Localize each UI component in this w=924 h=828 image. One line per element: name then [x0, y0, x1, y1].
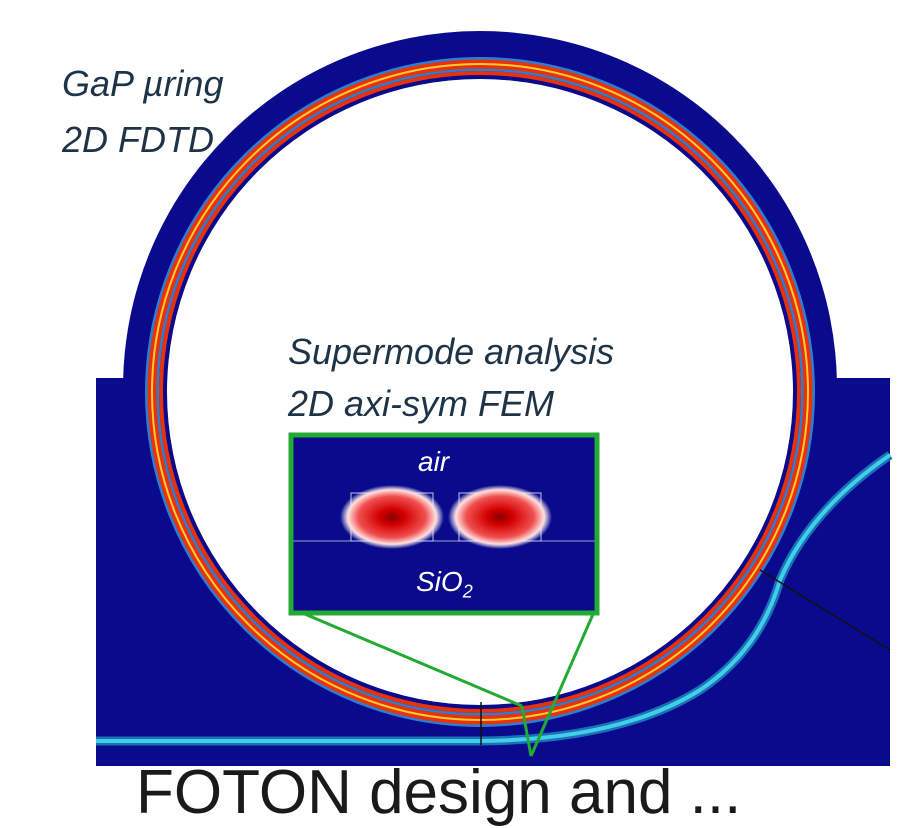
bus-waveguide — [96, 451, 893, 746]
ring-title-line2: 2D FDTD — [62, 119, 214, 160]
inset-frame — [288, 432, 600, 616]
inset-label-sio2: SiO2 — [416, 566, 473, 603]
inset-label-air: air — [418, 446, 450, 477]
supermode-title-line1: Supermode analysis — [288, 331, 615, 372]
mode-lobe-right — [448, 485, 552, 549]
sio2-subscript: 2 — [462, 581, 473, 602]
zoom-lines — [299, 610, 596, 757]
fdtd-simulation-figure — [96, 31, 893, 766]
port-line-right — [759, 569, 891, 651]
ring-title-line1: GaP µring — [62, 63, 224, 104]
ring-mode-field — [145, 57, 815, 727]
supermode-title-line2: 2D axi-sym FEM — [288, 383, 555, 424]
sio2-base: SiO — [416, 566, 463, 597]
mode-lobe-left — [340, 485, 444, 549]
supermode-inset — [288, 432, 600, 616]
bottom-caption: FOTON design and ... — [136, 758, 742, 827]
